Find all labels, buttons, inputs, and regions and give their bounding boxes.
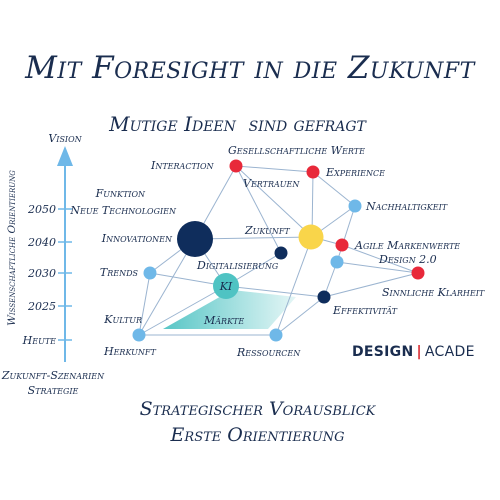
tick-label-heute: Heute bbox=[22, 334, 57, 347]
node-nachhaltigkeit bbox=[348, 199, 362, 213]
axis-sources: Zukunft-Szenarien Strategie bbox=[0, 368, 106, 398]
label-herkunft: Herkunft bbox=[103, 345, 156, 358]
label-maerkte: Märkte bbox=[203, 314, 244, 327]
node-agile-markenwerte bbox=[335, 238, 349, 252]
source-scenarios: Zukunft-Szenarien bbox=[1, 369, 105, 382]
tick-label-2040: 2040 bbox=[27, 236, 56, 249]
label-effektivitaet: Effektivität bbox=[332, 304, 398, 317]
label-funktion: Funktion bbox=[95, 187, 146, 200]
label-zukunft: Zukunft bbox=[244, 224, 290, 237]
label-experience: Experience bbox=[325, 166, 385, 179]
brand-part1: DESIGN bbox=[352, 344, 414, 360]
node-effektivitaet bbox=[317, 290, 331, 304]
label-kultur: Kultur bbox=[103, 313, 142, 326]
tick-label-2025: 2025 bbox=[27, 300, 56, 313]
page-title: Mit Foresight in die Zukunft bbox=[25, 50, 475, 86]
node-trends bbox=[143, 266, 157, 280]
label-design-2-0: Design 2.0 bbox=[378, 253, 437, 266]
tick-label-2050: 2050 bbox=[27, 203, 56, 216]
label-ki: KI bbox=[219, 280, 233, 293]
label-agile-markenwerte: Agile Markenwerte bbox=[354, 239, 460, 252]
node-digitalisierung bbox=[274, 246, 288, 260]
label-interaction: Interaction bbox=[150, 159, 214, 172]
label-neue-technologien: Neue Technologien bbox=[69, 204, 177, 217]
tick-label-2030: 2030 bbox=[27, 267, 56, 280]
label-vertrauen: Vertrauen bbox=[243, 177, 300, 190]
bottom-heading-1: Strategischer Vorausblick bbox=[139, 398, 376, 420]
brand-part2: ACADE bbox=[424, 344, 475, 360]
node-design-2-0 bbox=[330, 255, 344, 269]
node-innovationen bbox=[177, 221, 213, 257]
label-sinnliche-klarheit: Sinnliche Klarheit bbox=[382, 286, 485, 299]
label-innovationen: Innovationen bbox=[101, 232, 173, 245]
node-experience bbox=[306, 165, 320, 179]
axis-top-label: Vision bbox=[48, 132, 82, 145]
label-trends: Trends bbox=[100, 266, 139, 279]
node-interaction bbox=[229, 159, 243, 173]
label-nachhaltigkeit: Nachhaltigkeit bbox=[365, 200, 448, 213]
page-subtitle: Mutige Ideen sind gefragt bbox=[109, 112, 366, 136]
node-ressourcen bbox=[269, 328, 283, 342]
label-digitalisierung: Digitalisierung bbox=[196, 259, 279, 272]
brand-logo: DESIGN | ACADE bbox=[352, 344, 475, 360]
label-gesellschaftliche-werte: Gesellschaftliche Werte bbox=[228, 144, 365, 157]
source-strategy: Strategie bbox=[27, 384, 79, 397]
node-sinnliche-klarheit bbox=[411, 266, 425, 280]
node-zukunft bbox=[298, 224, 324, 250]
markets-area bbox=[163, 290, 296, 329]
node-herkunft bbox=[132, 328, 146, 342]
node-ki bbox=[213, 273, 239, 299]
label-ressourcen: Ressourcen bbox=[236, 346, 301, 359]
axis-arrow-icon bbox=[57, 146, 73, 166]
brand-separator: | bbox=[416, 344, 422, 360]
bottom-heading-2: Erste Orientierung bbox=[170, 424, 345, 446]
